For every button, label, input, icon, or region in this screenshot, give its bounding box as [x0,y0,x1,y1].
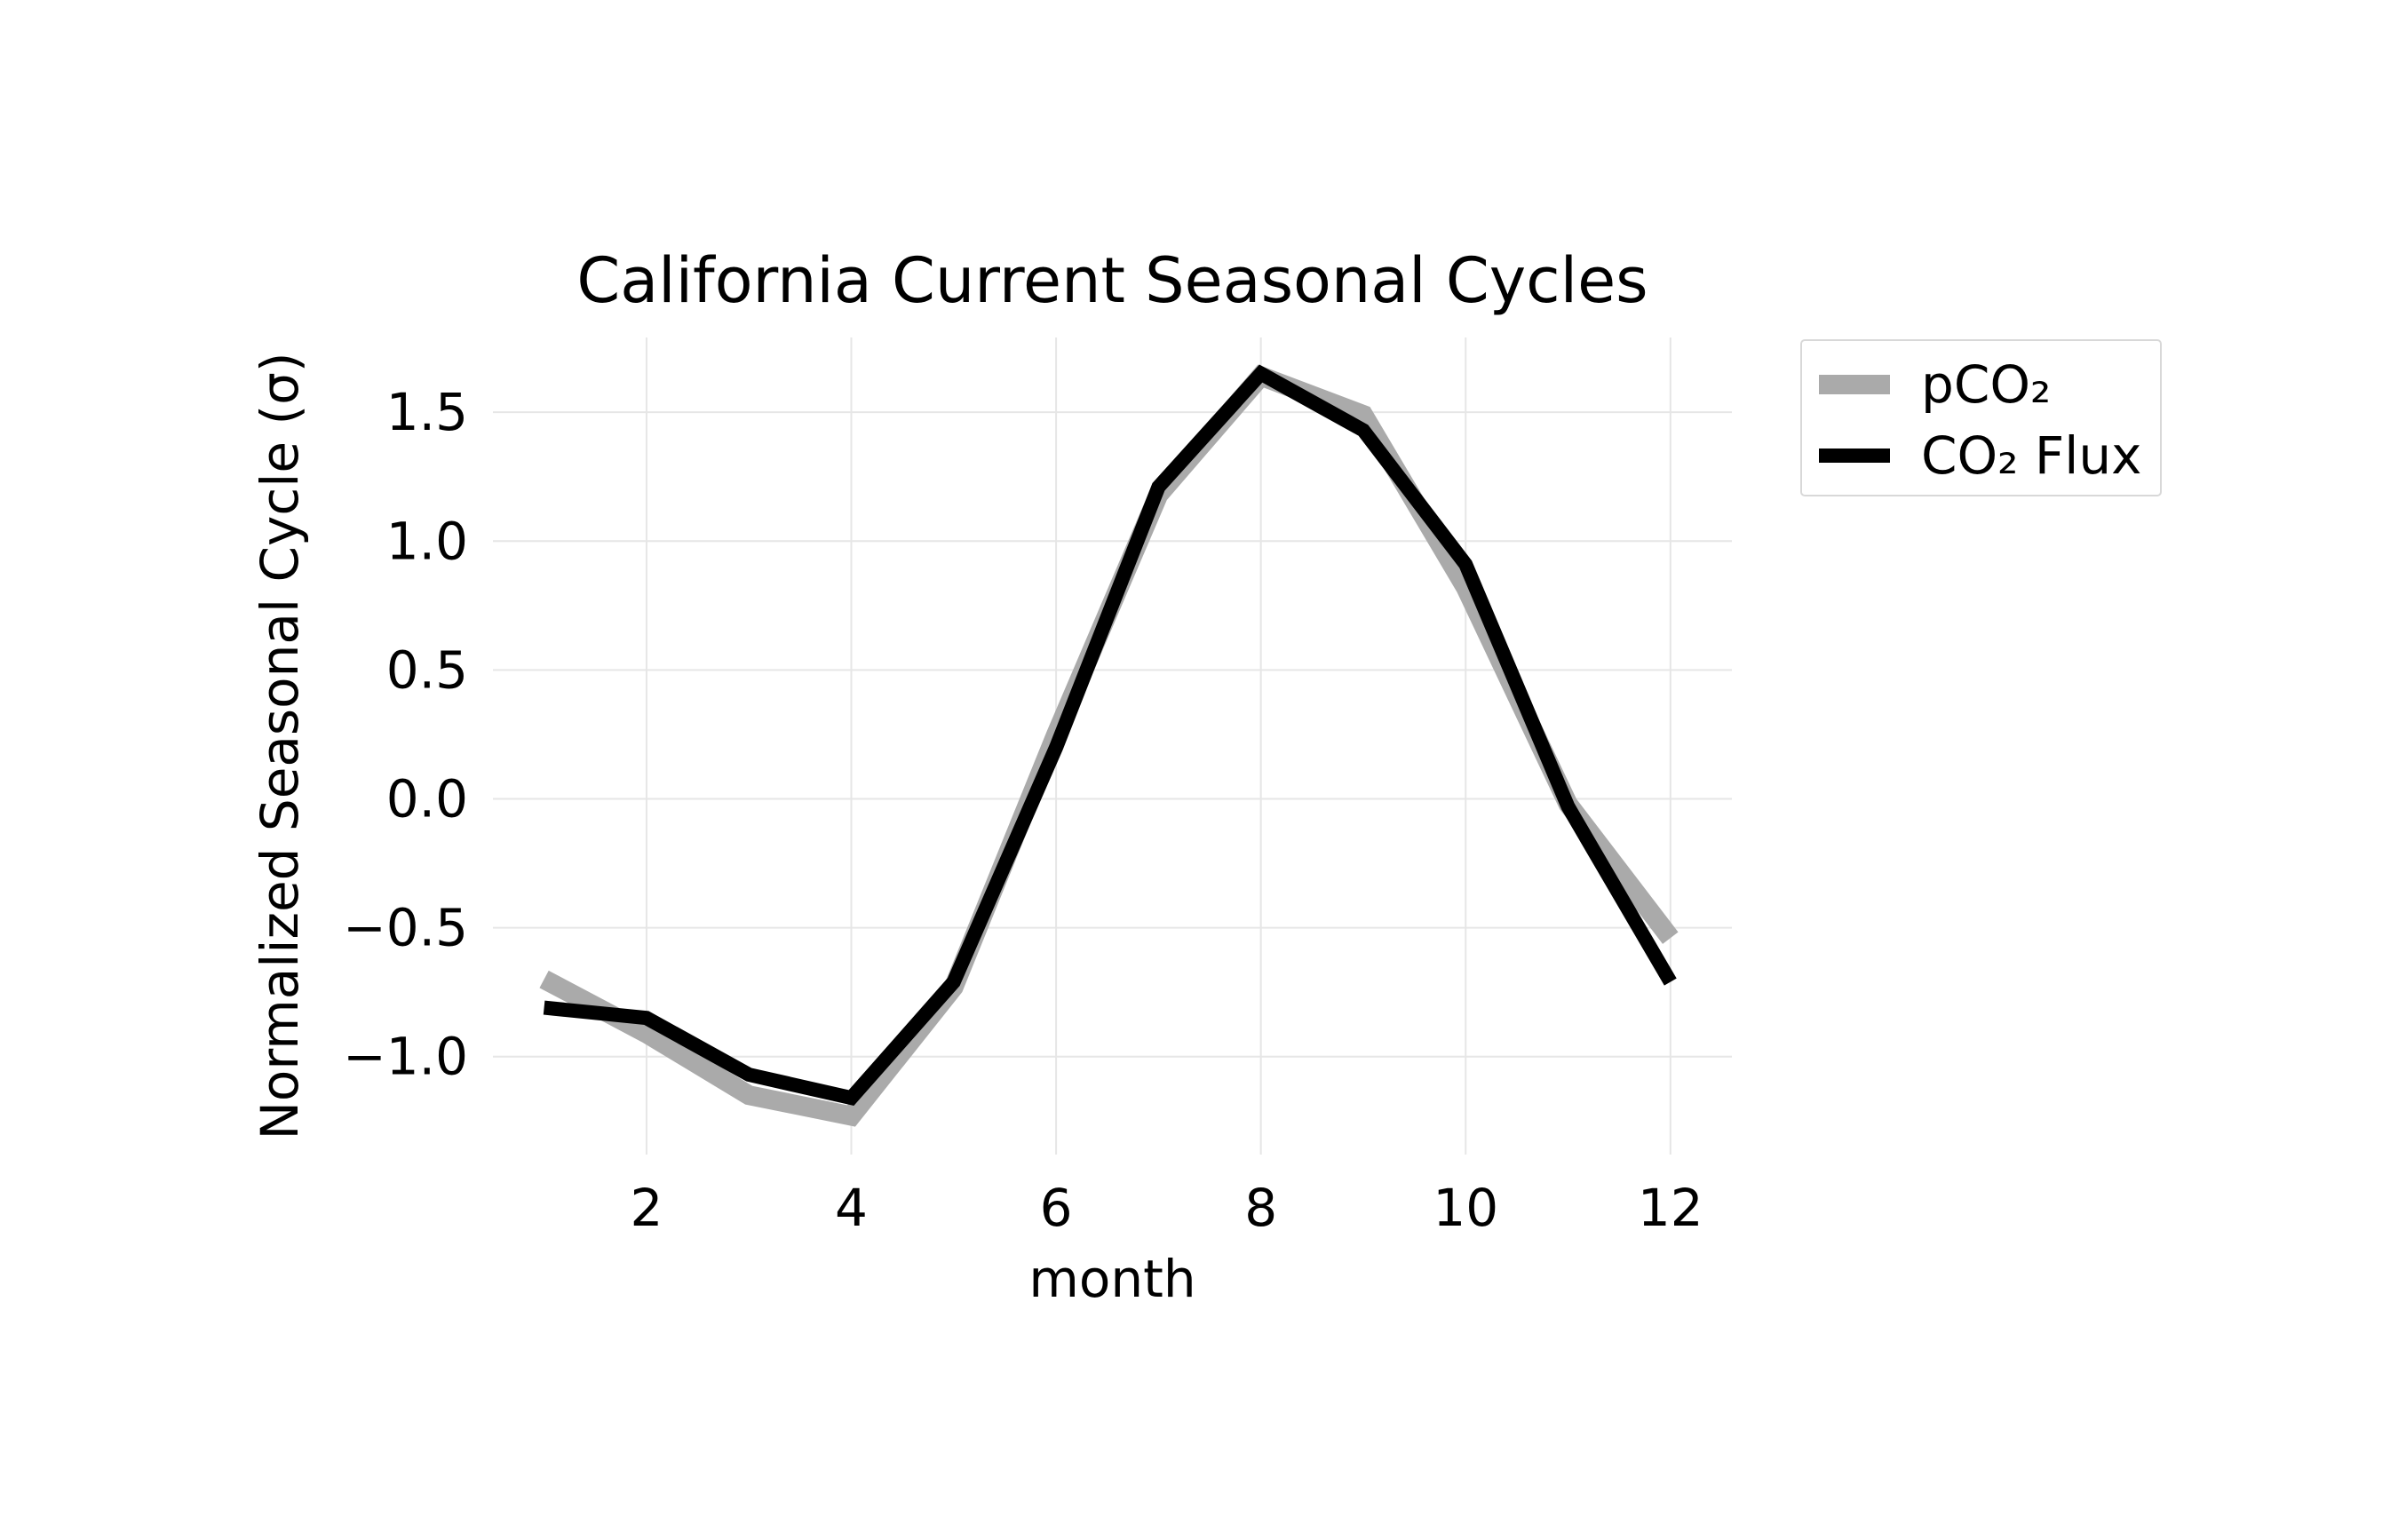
y-axis-title: Normalized Seasonal Cycle (σ) [250,353,310,1140]
legend-label: CO₂ Flux [1921,425,2141,486]
y-tick-label: −0.5 [343,898,468,958]
y-tick-label: 0.5 [386,639,468,700]
legend-box [1800,339,2162,496]
x-tick-label: 2 [630,1178,663,1238]
y-tick-label: −1.0 [343,1027,468,1087]
x-tick-label: 6 [1040,1178,1073,1238]
legend-label: pCO₂ [1921,354,2051,415]
x-axis-title: month [1028,1249,1195,1309]
x-tick-label: 12 [1638,1178,1703,1238]
y-tick-label: 0.0 [386,768,468,829]
y-tick-label: 1.0 [386,511,468,571]
series-lines [539,364,1679,1127]
legend: pCO₂ CO₂ Flux [1800,339,2162,496]
y-axis-ticks: 1.5 1.0 0.5 0.0 −0.5 −1.0 [343,382,468,1087]
chart-title: California Current Seasonal Cycles [576,244,1648,317]
x-tick-label: 8 [1244,1178,1277,1238]
legend-items: pCO₂ CO₂ Flux [1819,354,2141,486]
y-tick-label: 1.5 [386,382,468,442]
series-line-1 [543,364,1677,1107]
x-tick-label: 10 [1433,1178,1498,1238]
x-axis-ticks: 2 4 6 8 10 12 [630,1178,1703,1238]
x-tick-label: 4 [835,1178,868,1238]
